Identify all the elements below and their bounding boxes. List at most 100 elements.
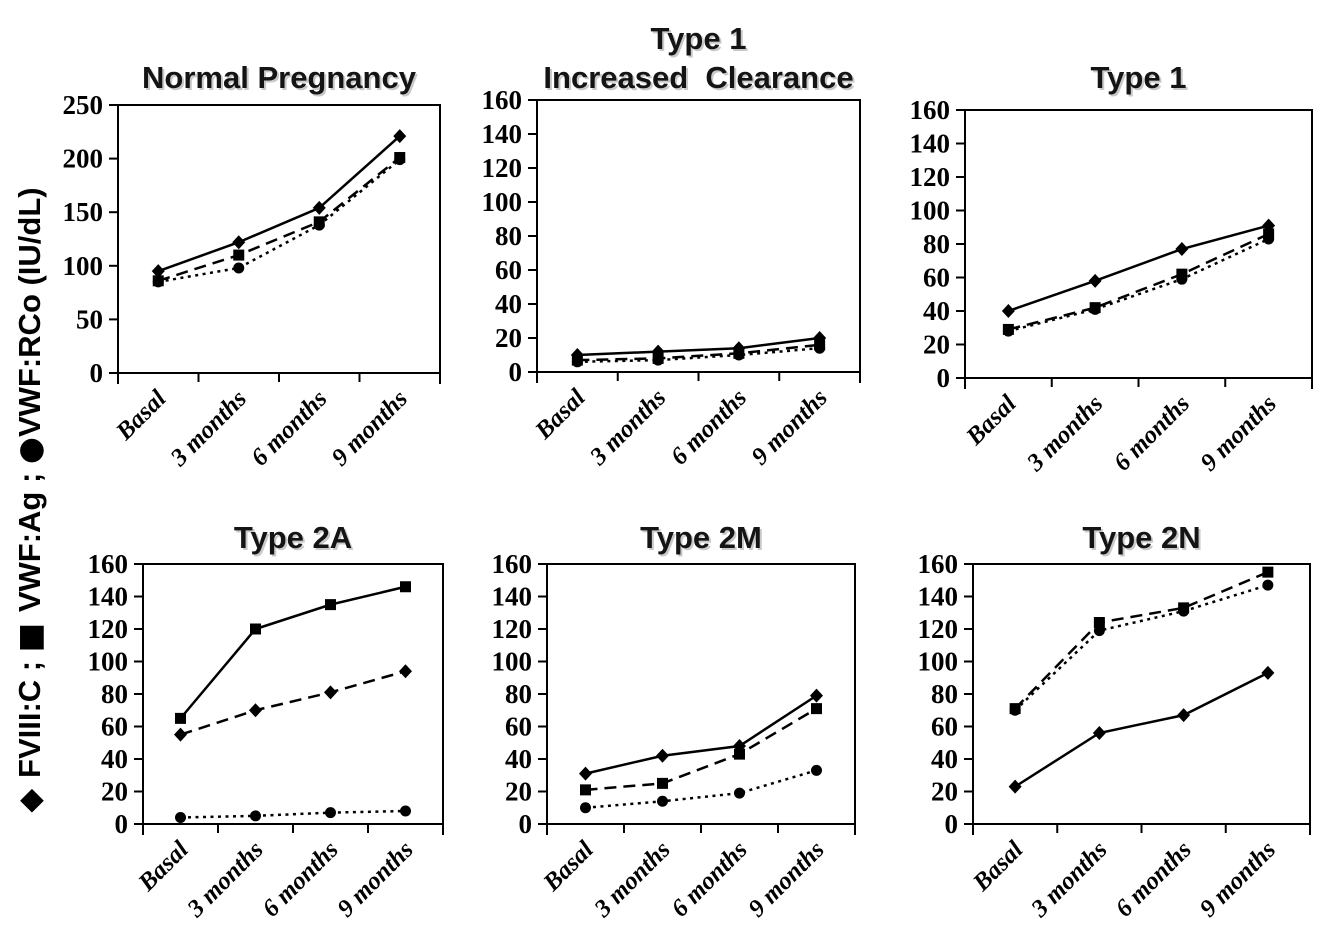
series-fviii-c (570, 331, 827, 362)
diamond-marker (810, 688, 823, 703)
x-axis-category-label: Basal (133, 836, 194, 897)
x-axis-category-label: Basal (530, 384, 591, 445)
y-tick-label: 50 (76, 304, 103, 334)
series-fviii-c (174, 664, 412, 742)
x-axis-category-label: 3 months (1026, 836, 1113, 923)
y-tick-label: 60 (495, 255, 522, 285)
diamond-marker (174, 727, 187, 742)
axis-unit: (IU/dL) (12, 187, 47, 295)
plot-border (117, 104, 441, 374)
series-vwf-ag (175, 581, 411, 724)
chart-title: Normal Pregnancy (108, 28, 450, 98)
diamond-marker (579, 766, 592, 781)
chart-title-line: Normal Pregnancy (142, 60, 416, 96)
plot-border (536, 99, 861, 373)
y-tick-label: 0 (90, 358, 104, 388)
chart-title-line: Type 1 (1090, 60, 1187, 96)
diamond-marker (399, 664, 412, 679)
y-tick-label: 100 (492, 647, 533, 677)
x-axis-category-label: Basal (110, 385, 171, 446)
diamond-marker (570, 348, 584, 362)
y-tick-label: 20 (505, 777, 532, 807)
x-axis-category-label: Basal (538, 836, 599, 897)
y-tick-label: 160 (910, 95, 951, 125)
chart-title: Type 2A (133, 498, 453, 558)
series-line-fviii-c (1007, 224, 1269, 313)
circle-marker (400, 805, 411, 817)
y-tick-label: 80 (495, 221, 522, 251)
series-fviii-c (1008, 665, 1275, 794)
y-tick-label: 140 (492, 582, 533, 612)
chart-type2a: Type 2A 0 20 40 60 80 100 120 140 160 Basal 3 mont… (81, 498, 453, 942)
x-axis-category-label: Basal (967, 836, 1028, 897)
series-line-vwf-rco (158, 158, 401, 284)
y-tick-label: 20 (101, 777, 128, 807)
y-tick-label: 40 (495, 289, 522, 319)
diamond-marker (651, 344, 665, 359)
square-marker-icon: ■ (12, 612, 48, 653)
square-marker (1176, 268, 1188, 280)
y-tick-label: 20 (495, 323, 522, 353)
series-line-vwf-ag (157, 156, 401, 282)
chart-type2n: Type 2N 0 20 40 60 80 100 120 140 160 Basal 3 mont… (911, 498, 1320, 942)
chart-title-line: Type 2M (640, 520, 762, 556)
diamond-marker (732, 341, 746, 356)
y-tick-label: 120 (910, 162, 951, 192)
square-marker (580, 784, 591, 796)
series-fviii-c (579, 688, 823, 781)
square-marker (400, 581, 411, 593)
diamond-marker (1262, 218, 1276, 233)
y-tick-label: 100 (88, 647, 129, 677)
series-vwf-ag (152, 152, 406, 287)
y-tick-label: 0 (937, 363, 951, 393)
circle-marker (580, 802, 591, 814)
diamond-marker (813, 331, 827, 345)
chart-title: Type 2N (963, 498, 1320, 558)
y-tick-label: 20 (931, 777, 958, 807)
series-vwf-rco (580, 764, 822, 814)
y-tick-label: 20 (923, 330, 950, 360)
series-line-vwf-ag (179, 585, 406, 720)
square-marker (233, 249, 245, 261)
square-marker (152, 275, 164, 287)
y-tick-label: 80 (923, 229, 950, 259)
diamond-marker (232, 235, 246, 250)
y-tick-label: 60 (101, 712, 128, 742)
diamond-marker (1175, 242, 1189, 257)
series-vwf-rco (152, 154, 406, 288)
y-tick-label: 160 (492, 549, 533, 579)
x-axis-category-label: 6 months (666, 384, 752, 470)
square-marker (1262, 566, 1274, 578)
plot-border (972, 563, 1311, 825)
diamond-marker (1008, 779, 1022, 794)
diamond-marker (1092, 726, 1106, 740)
y-tick-label: 60 (505, 712, 532, 742)
circle-marker (657, 795, 668, 807)
y-tick-label: 0 (509, 357, 523, 387)
x-axis-category-label: 6 months (257, 836, 343, 922)
square-marker (1093, 617, 1105, 628)
y-tick-label: 0 (115, 809, 129, 839)
square-marker (175, 712, 186, 724)
diamond-marker (656, 748, 669, 763)
x-axis-category-label: 9 months (743, 836, 829, 922)
x-axis-category-label: 9 months (327, 385, 413, 471)
series-vwf-rco (1009, 579, 1274, 716)
circle-marker (233, 262, 245, 274)
series-line-vwf-ag (577, 343, 820, 362)
diamond-marker (1261, 665, 1275, 680)
x-axis-category-label: 6 months (1109, 390, 1195, 476)
x-axis-category-label: 9 months (332, 836, 418, 922)
y-tick-label: 0 (519, 809, 533, 839)
plot-border (964, 109, 1313, 379)
square-marker (313, 216, 325, 228)
y-tick-label: 160 (482, 85, 523, 115)
series-line-fviii-c (1014, 671, 1269, 788)
x-axis-category-label: 6 months (1110, 836, 1196, 922)
chart-type1: Type 1 0 20 40 60 80 100 120 140 160 Basal 3 month… (903, 28, 1322, 498)
series-vwf-ag (1009, 566, 1274, 715)
chart-type2m: Type 2M 0 20 40 60 80 100 120 140 160 Basal 3 mont… (485, 498, 865, 942)
